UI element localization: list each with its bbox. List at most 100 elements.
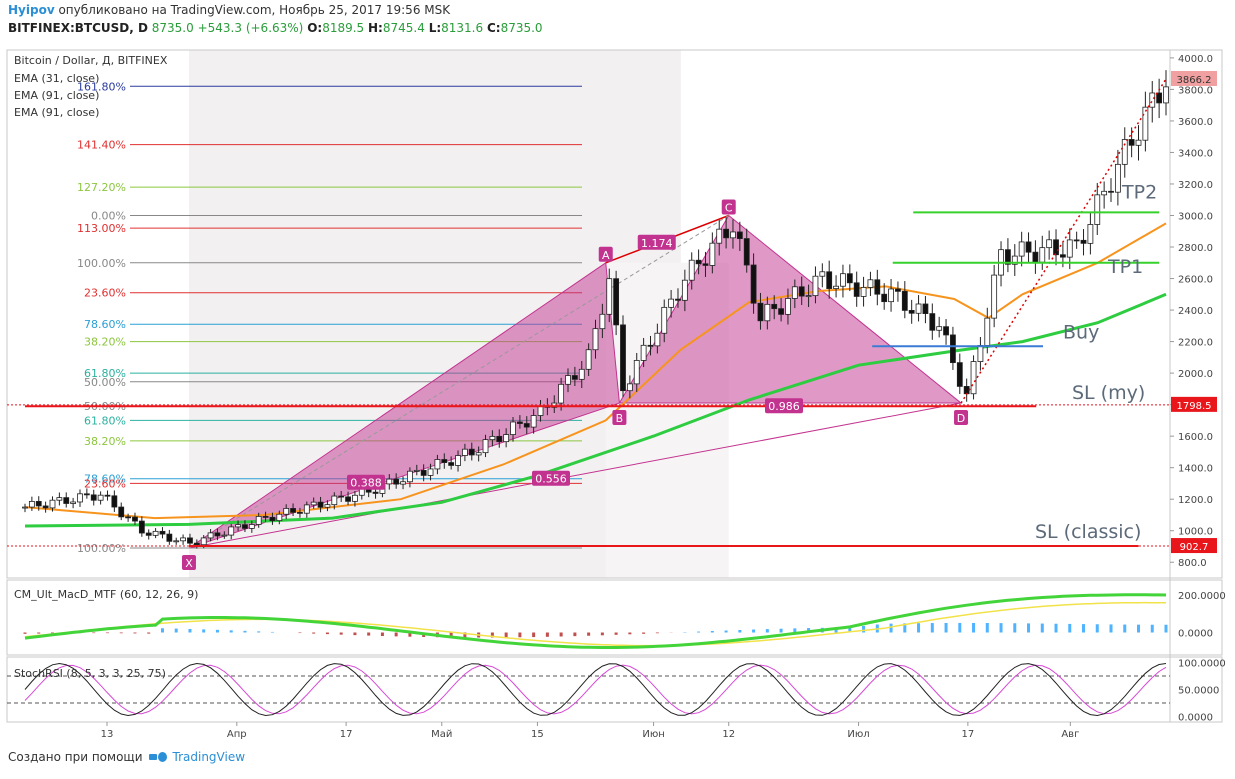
indicator-legend-0: EMA (31, close) — [14, 72, 99, 85]
ema91-line — [24, 292, 1167, 528]
candle-body — [1066, 239, 1073, 258]
candle-body — [166, 533, 173, 542]
candle-body — [462, 448, 468, 456]
candle-body — [1059, 254, 1066, 258]
y-tick-label: 2200.0 — [1178, 338, 1213, 349]
macd-panel-frame — [6, 579, 1223, 656]
candle-body — [90, 494, 97, 501]
candle-body — [819, 271, 826, 277]
candle-body — [1032, 251, 1039, 263]
candle-body — [56, 497, 63, 501]
y-tick-label: 3000.0 — [1178, 211, 1213, 222]
candle-body — [297, 511, 303, 514]
candle-body — [1073, 239, 1080, 242]
macd-histogram-bar — [174, 628, 178, 633]
candle-body — [929, 313, 936, 331]
candle-body — [1149, 92, 1156, 108]
candle-body — [228, 526, 235, 536]
candle-body — [1046, 239, 1053, 249]
candle-body — [901, 290, 908, 311]
candle-body — [1128, 139, 1135, 146]
candle-body — [592, 328, 599, 351]
candle-body — [434, 459, 441, 470]
macd-histogram-bar — [1054, 623, 1058, 633]
candle-body — [846, 273, 853, 284]
main-chart-title: Bitcoin / Dollar, Д, BITFINEX — [14, 54, 168, 67]
fib-label: 23.60% — [84, 287, 126, 300]
fib-label: 23.60% — [84, 477, 126, 490]
candle-body — [1094, 194, 1101, 225]
candle-body — [303, 504, 310, 514]
author-name[interactable]: Hyipov — [8, 3, 55, 17]
annotation-tp1: TP1 — [1107, 256, 1143, 278]
btc-chart[interactable]: 800.01000.01200.01400.01600.01800.02000.… — [0, 40, 1235, 745]
macd-histogram-bar — [298, 632, 302, 634]
candle-body — [242, 524, 248, 529]
candle-body — [1011, 255, 1018, 265]
candle-body — [867, 279, 874, 288]
price-tag — [1171, 538, 1217, 554]
candle-body — [764, 303, 771, 322]
fib-label: 100.00% — [77, 542, 126, 555]
macd-histogram-bar — [862, 625, 866, 633]
candle-body — [647, 344, 654, 347]
candle-body — [620, 324, 626, 392]
macd-histogram-bar — [559, 632, 563, 637]
candle-body — [578, 368, 585, 380]
candle-body — [420, 469, 427, 476]
candle-body — [936, 326, 943, 331]
price-tag-label: 3866.2 — [1177, 75, 1212, 86]
macd-histogram-bar — [215, 629, 219, 633]
candle-body — [1018, 241, 1025, 257]
macd-histogram-bar — [697, 631, 701, 633]
macd-histogram-bar — [37, 632, 41, 634]
macd-histogram-bar — [889, 623, 893, 633]
macd-histogram-bar — [655, 632, 659, 634]
candle-body — [523, 423, 530, 428]
candle-body — [791, 286, 798, 299]
macd-histogram-bar — [1123, 624, 1127, 633]
candle-body — [338, 495, 345, 498]
ratio-badge — [532, 470, 570, 486]
y-tick-label: 1400.0 — [1178, 464, 1213, 475]
candle-body — [530, 415, 537, 428]
macd-histogram-bar — [504, 632, 508, 638]
candle-body — [70, 501, 77, 504]
point-badge-b — [612, 410, 627, 426]
macd-histogram-bar — [243, 630, 247, 633]
candle-body — [221, 534, 228, 537]
candle-body — [187, 537, 193, 544]
candle-body — [943, 326, 949, 336]
x-tick-label: Июл — [847, 729, 869, 740]
macd-histogram-bar — [1137, 624, 1141, 633]
created-with-text: Создано при помощи — [8, 750, 143, 764]
candle-body — [152, 530, 159, 536]
candle-body — [695, 259, 702, 265]
candle-body — [1156, 92, 1163, 104]
tradingview-link[interactable]: TradingView — [172, 750, 246, 764]
candle-body — [785, 298, 791, 315]
macd-histogram-bar — [642, 632, 646, 634]
candle-body — [1108, 190, 1114, 193]
x-tick-label: 12 — [722, 729, 735, 740]
macd-histogram-bar — [202, 629, 206, 633]
candle-body — [1039, 247, 1046, 263]
candle-body — [1080, 239, 1087, 244]
y-tick-label: 2400.0 — [1178, 306, 1213, 317]
macd-histogram-bar — [848, 627, 852, 633]
candle-body — [97, 494, 104, 501]
open-value: 8189.5 — [322, 21, 365, 35]
macd-histogram-bar — [1027, 623, 1031, 633]
macd-histogram-bar — [105, 632, 109, 634]
macd-histogram-bar — [614, 632, 618, 635]
candle-body — [255, 516, 262, 525]
candle-body — [138, 520, 145, 534]
candle-body — [681, 279, 688, 301]
candle-body — [262, 516, 269, 518]
point-label-x: X — [185, 557, 193, 570]
fib-label: 0.00% — [91, 209, 126, 222]
candle-body — [970, 361, 977, 395]
macd-y-tick-label: 200.0000 — [1178, 591, 1226, 602]
macd-histogram-bar — [23, 632, 27, 634]
candle-body — [757, 302, 764, 322]
